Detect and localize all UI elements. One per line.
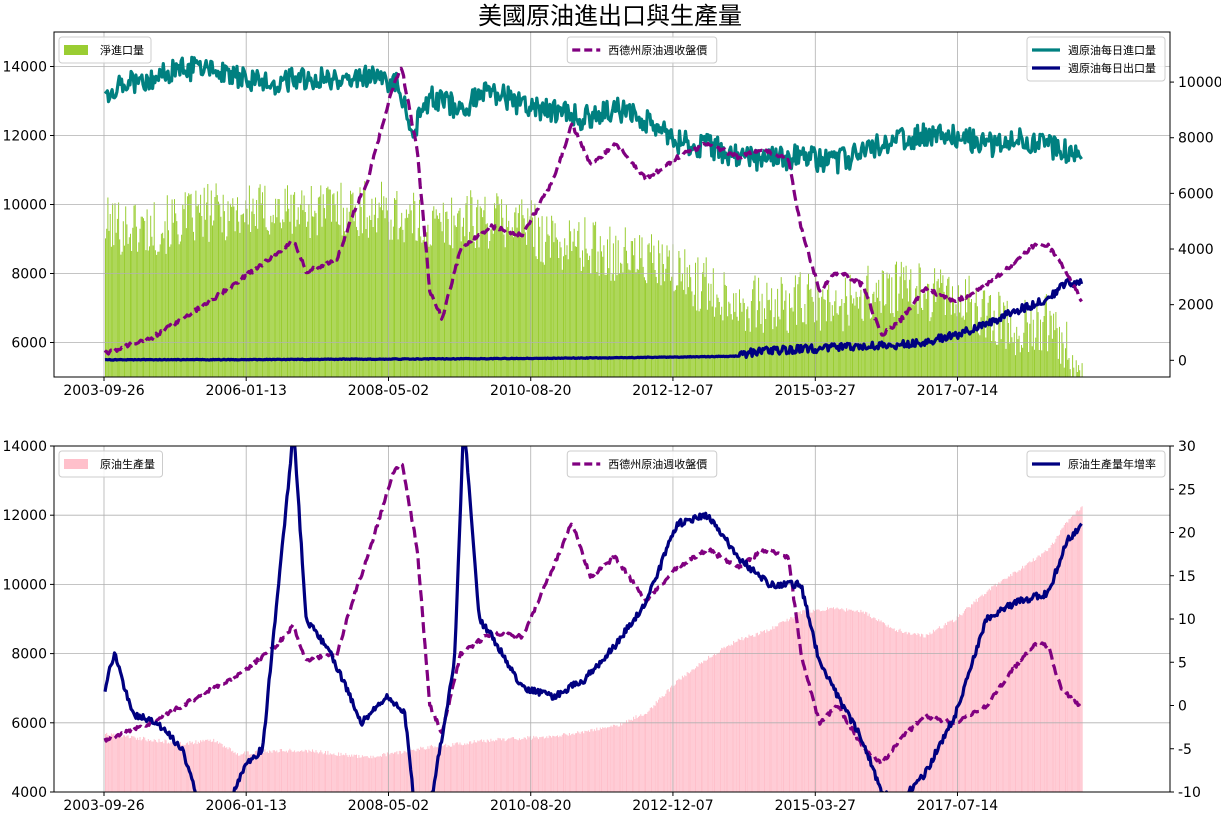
x-tick-label: 2010-08-20	[490, 383, 571, 399]
legend-center: 西德州原油週收盤價	[566, 450, 718, 478]
bottom-chart: 4000 6000 8000 10000 12000 14000 -10 -5 0 5 10 15 20…	[2, 439, 1200, 814]
net-import-bars	[105, 181, 1083, 377]
y-left-tick-label: 12000	[2, 508, 47, 524]
line-series	[103, 462, 1083, 766]
y-left-tick-label: 14000	[2, 439, 47, 455]
top-chart: 6000 8000 10000 12000 14000 0 2000 4000 6000 8000…	[2, 31, 1221, 400]
line-series	[103, 66, 1083, 356]
x-tick-label: 2008-05-02	[348, 798, 429, 814]
x-tick-label: 2012-12-07	[632, 798, 713, 814]
bottom-ticks: 4000 6000 8000 10000 12000 14000 -10 -5 0 5 10 15 20…	[2, 439, 1200, 814]
x-tick-label: 2015-03-27	[775, 798, 856, 814]
top-lines	[103, 55, 1084, 362]
y-right-tick-label: 8000	[1178, 131, 1214, 147]
line-series	[104, 277, 1084, 362]
y-left-tick-label: 12000	[2, 129, 47, 145]
y-right-tick-label: -10	[1178, 785, 1201, 801]
x-tick-label: 2010-08-20	[490, 798, 571, 814]
top-grid	[54, 32, 1170, 377]
y-left-tick-label: 4000	[11, 785, 47, 801]
legend-box	[566, 450, 718, 478]
y-right-tick-label: 30	[1178, 439, 1196, 455]
y-right-tick-label: 5	[1178, 655, 1187, 671]
y-right-tick-label: 20	[1178, 526, 1196, 542]
bottom-lines	[103, 446, 1083, 792]
y-left-tick-label: 8000	[11, 647, 47, 663]
x-tick-label: 2017-07-14	[917, 798, 998, 814]
y-right-tick-label: 25	[1178, 482, 1196, 498]
legend-left: 原油生產量	[58, 450, 163, 478]
legend-label: 週原油每日出口量	[1068, 61, 1156, 75]
y-left-tick-label: 10000	[2, 577, 47, 593]
legend-label: 西德州原油週收盤價	[608, 457, 707, 471]
legend-box	[1026, 450, 1166, 478]
y-left-tick-label: 6000	[11, 336, 47, 352]
legend-left: 淨進口量	[58, 36, 152, 64]
y-left-tick-label: 10000	[2, 198, 47, 214]
y-left-tick-label: 6000	[11, 716, 47, 732]
y-right-tick-label: 0	[1178, 699, 1187, 715]
x-tick-label: 2012-12-07	[632, 383, 713, 399]
legend-box	[58, 450, 163, 478]
legend-label: 原油生產量	[100, 457, 155, 471]
legend-label: 西德州原油週收盤價	[608, 43, 707, 57]
y-left-tick-label: 8000	[11, 267, 47, 283]
legend-center: 西德州原油週收盤價	[566, 36, 718, 64]
figure-title: 美國原油進出口與生產量	[478, 2, 742, 30]
legend-swatch	[64, 45, 88, 55]
y-right-tick-label: -5	[1178, 742, 1192, 758]
line-series	[103, 55, 1083, 175]
y-right-tick-label: 10000	[1178, 75, 1221, 91]
y-right-tick-label: 0	[1178, 353, 1187, 369]
x-tick-label: 2008-05-02	[348, 383, 429, 399]
bottom-legends: 原油生產量 西德州原油週收盤價 原油生產量年增率	[58, 450, 1166, 478]
y-right-tick-label: 10	[1178, 612, 1196, 628]
y-left-tick-label: 14000	[2, 60, 47, 76]
x-tick-label: 2003-09-26	[63, 383, 144, 399]
x-tick-label: 2015-03-27	[775, 383, 856, 399]
bar-series	[105, 506, 1083, 792]
x-tick-label: 2017-07-14	[917, 383, 998, 399]
x-tick-label: 2006-01-13	[206, 383, 287, 399]
x-tick-label: 2006-01-13	[206, 798, 287, 814]
legend-label: 週原油每日進口量	[1068, 43, 1156, 57]
line-series	[103, 446, 1083, 792]
legend-label: 原油生產量年增率	[1068, 457, 1156, 471]
legend-swatch	[64, 459, 88, 469]
legend-box	[58, 36, 152, 64]
y-right-tick-label: 2000	[1178, 298, 1214, 314]
top-ticks: 6000 8000 10000 12000 14000 0 2000 4000 6000 8000…	[2, 60, 1221, 400]
legend-right: 原油生產量年增率	[1026, 450, 1166, 478]
bar-series	[105, 181, 1083, 377]
legend-box	[1026, 36, 1166, 82]
production-bars	[105, 506, 1083, 792]
legend-label: 淨進口量	[100, 44, 144, 57]
y-right-tick-label: 4000	[1178, 242, 1214, 258]
x-tick-label: 2003-09-26	[63, 798, 144, 814]
y-right-tick-label: 15	[1178, 569, 1196, 585]
y-right-tick-label: 6000	[1178, 186, 1214, 202]
legend-box	[566, 36, 718, 64]
